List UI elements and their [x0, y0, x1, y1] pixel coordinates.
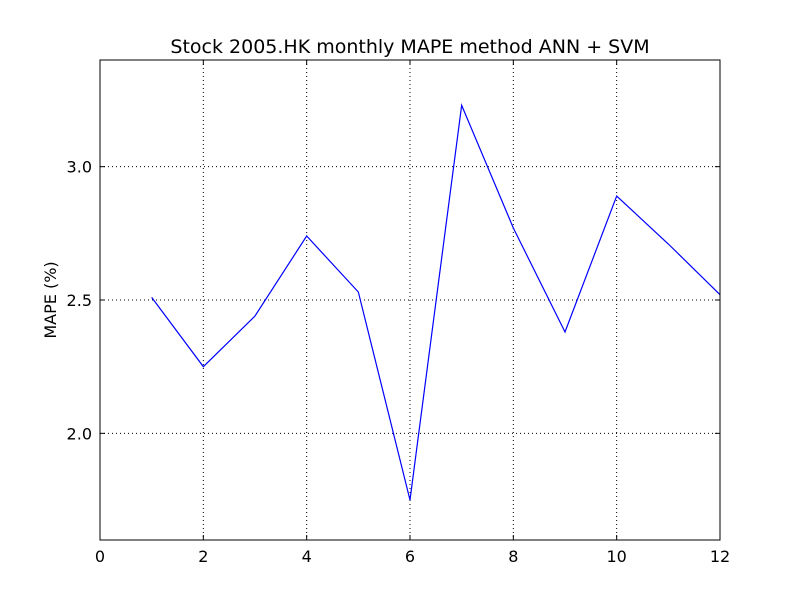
x-tick-label: 12	[710, 547, 730, 566]
x-tick-label: 8	[508, 547, 518, 566]
chart-title: Stock 2005.HK monthly MAPE method ANN + …	[170, 36, 649, 58]
y-tick-label: 2.5	[67, 291, 92, 310]
series-line	[151, 103, 721, 501]
x-tick-label: 4	[302, 547, 312, 566]
x-tick-label: 6	[405, 547, 415, 566]
y-axis-label: MAPE (%)	[41, 261, 60, 338]
x-tick-label: 2	[198, 547, 208, 566]
series-layer	[151, 103, 721, 501]
grid	[100, 60, 720, 540]
x-tick-label: 0	[95, 547, 105, 566]
axes: 0 2 4 6 8 10 12 2.0 2.5 3.0	[67, 60, 730, 566]
y-tick-label: 3.0	[67, 158, 92, 177]
y-tick-label: 2.0	[67, 424, 92, 443]
x-tick-label: 10	[606, 547, 626, 566]
